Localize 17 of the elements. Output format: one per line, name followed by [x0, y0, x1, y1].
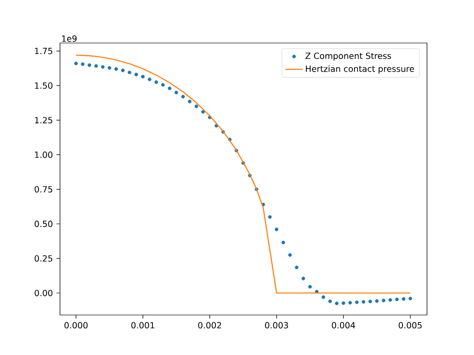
y-tick-label: 0.75: [34, 186, 52, 193]
legend-label: Hertzian contact pressure: [306, 65, 414, 74]
x-tick-label: 0.003: [265, 322, 288, 328]
x-tick-label: 0.005: [398, 322, 422, 328]
y-tick-label: 0.25: [34, 255, 52, 262]
y-tick-label: 1.25: [35, 116, 52, 124]
text: 1e9: [62, 35, 77, 42]
x-tick-label: 0.001: [131, 322, 154, 328]
y-tick-label: 0.00: [34, 290, 52, 296]
x-tick-label: 0.000: [64, 322, 88, 328]
y-tick-label: 1.00: [35, 152, 52, 158]
y-tick-label: 1.50: [35, 82, 52, 89]
legend-label: Z Component Stress: [305, 52, 392, 61]
y-tick-label: 1.75: [35, 48, 52, 54]
x-tick-label: 0.002: [198, 322, 222, 328]
x-tick-label: 0.004: [332, 322, 356, 328]
y-tick-label: 0.50: [34, 220, 52, 228]
